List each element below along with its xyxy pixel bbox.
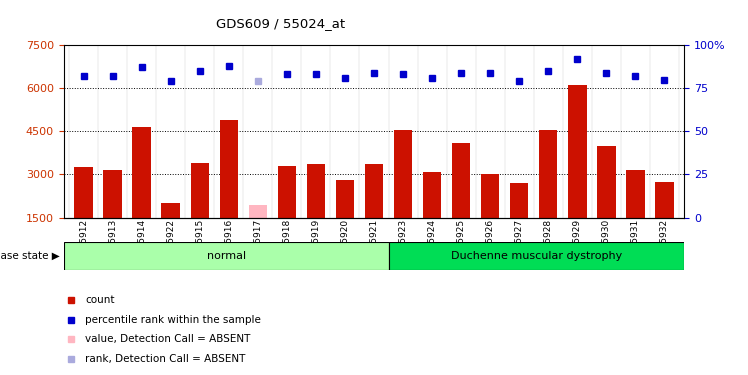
Bar bbox=[248, 205, 267, 261]
Bar bbox=[654, 182, 673, 261]
Bar bbox=[103, 170, 123, 261]
Bar bbox=[452, 143, 470, 261]
Bar bbox=[393, 130, 412, 261]
Bar bbox=[162, 203, 180, 261]
Bar bbox=[509, 183, 529, 261]
Bar bbox=[423, 171, 441, 261]
Text: count: count bbox=[85, 295, 114, 305]
Bar bbox=[597, 146, 616, 261]
Bar bbox=[75, 167, 94, 261]
Text: disease state ▶: disease state ▶ bbox=[0, 251, 60, 261]
Bar bbox=[278, 166, 296, 261]
Bar bbox=[364, 164, 384, 261]
Text: value, Detection Call = ABSENT: value, Detection Call = ABSENT bbox=[85, 334, 251, 345]
Bar bbox=[389, 242, 684, 270]
Text: rank, Detection Call = ABSENT: rank, Detection Call = ABSENT bbox=[85, 354, 245, 364]
Bar bbox=[625, 170, 645, 261]
Bar bbox=[219, 120, 239, 261]
Bar bbox=[481, 174, 500, 261]
Text: GDS609 / 55024_at: GDS609 / 55024_at bbox=[216, 17, 346, 30]
Bar bbox=[539, 130, 557, 261]
Bar bbox=[568, 85, 586, 261]
Bar bbox=[336, 180, 355, 261]
Bar bbox=[132, 127, 151, 261]
Bar bbox=[307, 164, 325, 261]
Text: Duchenne muscular dystrophy: Duchenne muscular dystrophy bbox=[451, 251, 622, 261]
Text: percentile rank within the sample: percentile rank within the sample bbox=[85, 315, 261, 325]
Bar bbox=[191, 163, 209, 261]
Text: normal: normal bbox=[206, 251, 246, 261]
Bar bbox=[64, 242, 389, 270]
